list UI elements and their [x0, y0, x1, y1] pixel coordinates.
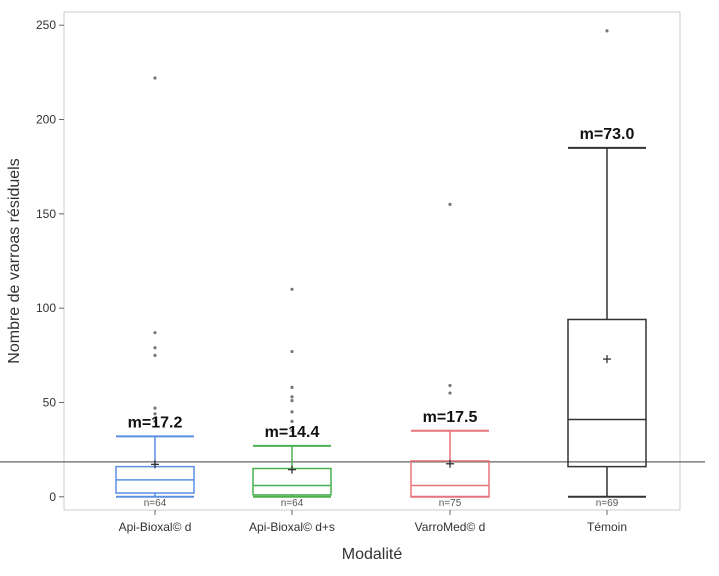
x-tick-label: Api-Bioxal© d+s [249, 520, 335, 534]
outlier-point [290, 287, 294, 291]
x-axis: Api-Bioxal© d Api-Bioxal© d+s VarroMed© d T… [119, 510, 627, 534]
plot-frame [63, 11, 681, 511]
outlier-point [153, 331, 157, 335]
y-axis-title: Nombre de varroas résiduels [6, 158, 23, 363]
box-group: m=17.2 n=64 [115, 76, 195, 509]
x-tick-label: VarroMed© d [415, 520, 486, 534]
outlier-point [290, 410, 294, 414]
y-tick-label: 50 [43, 395, 57, 409]
outlier-point [153, 419, 157, 423]
count-label: n=75 [439, 498, 462, 509]
outlier-point [153, 346, 157, 350]
y-tick-label: 100 [36, 301, 56, 315]
box-group: m=14.4 n=64 [252, 287, 332, 509]
mean-label: m=17.2 [128, 414, 183, 431]
outlier-point [153, 412, 157, 416]
boxes-layer: m=17.2 n=64 m=14.4 n=64 m=17.5 n=75 m=73.0 n=69 [115, 29, 647, 509]
outlier-point [290, 395, 294, 399]
count-label: n=64 [281, 498, 304, 509]
mean-label: m=14.4 [265, 424, 320, 441]
mean-label: m=73.0 [580, 126, 635, 143]
outlier-point [153, 406, 157, 410]
y-tick-label: 0 [49, 490, 56, 504]
outlier-point [290, 419, 294, 423]
x-tick-label: Api-Bioxal© d [119, 520, 192, 534]
y-tick-label: 200 [36, 113, 56, 127]
y-tick-label: 150 [36, 207, 56, 221]
mean-label: m=17.5 [423, 409, 478, 426]
outlier-point [448, 383, 452, 388]
outlier-point [153, 353, 157, 357]
y-axis: 0 50 100 150 200 250 [36, 18, 64, 504]
count-label: n=69 [596, 498, 619, 509]
y-tick-label: 250 [36, 18, 56, 32]
box-group: m=73.0 n=69 [567, 29, 647, 509]
count-label: n=64 [144, 498, 167, 509]
outlier-point [605, 29, 609, 33]
outlier-point [290, 349, 294, 354]
outlier-point [290, 398, 294, 403]
x-tick-label: Témoin [587, 520, 627, 534]
outlier-point [448, 202, 452, 207]
box-group: m=17.5 n=75 [410, 202, 490, 509]
outlier-point [290, 385, 294, 389]
outlier-point [290, 429, 294, 433]
box-iqr [567, 318, 647, 468]
outlier-point [153, 76, 157, 80]
x-axis-title: Modalité [342, 546, 403, 563]
outlier-point [448, 391, 452, 395]
